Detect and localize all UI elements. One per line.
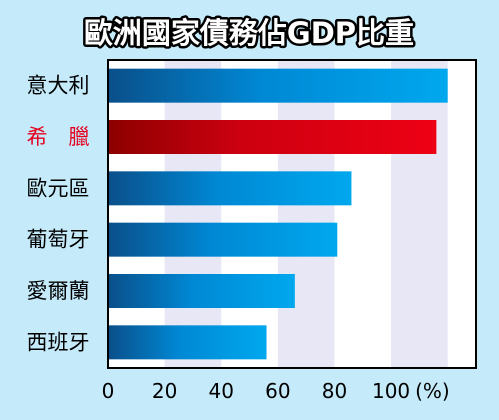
category-label-2: 歐元區	[27, 176, 90, 200]
x-tick-label-2: 40	[209, 379, 234, 403]
category-label-0: 意大利	[27, 74, 90, 98]
x-tick-label-4: 80	[322, 379, 347, 403]
plot-area	[108, 60, 476, 368]
x-tick-label-5: 100	[372, 379, 410, 403]
bar-0	[108, 68, 448, 103]
bar-4	[108, 274, 295, 308]
grid-band	[277, 60, 335, 368]
bar-3	[108, 222, 338, 257]
x-tick-label-0: 0	[102, 379, 115, 403]
category-label-4: 愛爾蘭	[27, 279, 90, 303]
bar-2	[108, 171, 352, 206]
x-tick-label-3: 60	[265, 379, 290, 403]
x-axis-tick-labels: 0 20 40 60 80 100 (%)	[102, 379, 450, 403]
category-label-5: 西班牙	[27, 330, 90, 354]
plot-frame	[107, 59, 477, 369]
bar-group	[108, 68, 448, 360]
grid-band	[391, 60, 448, 368]
chart-title: 歐洲國家債務佔GDP比重	[84, 16, 414, 50]
bar-5	[108, 325, 267, 360]
category-label-3: 葡萄牙	[27, 228, 90, 252]
bar-1	[108, 120, 437, 154]
grid-band	[164, 60, 222, 368]
x-axis-unit: (%)	[415, 379, 450, 403]
category-label-1: 希 臘	[27, 125, 90, 149]
x-tick-label-1: 20	[152, 379, 177, 403]
